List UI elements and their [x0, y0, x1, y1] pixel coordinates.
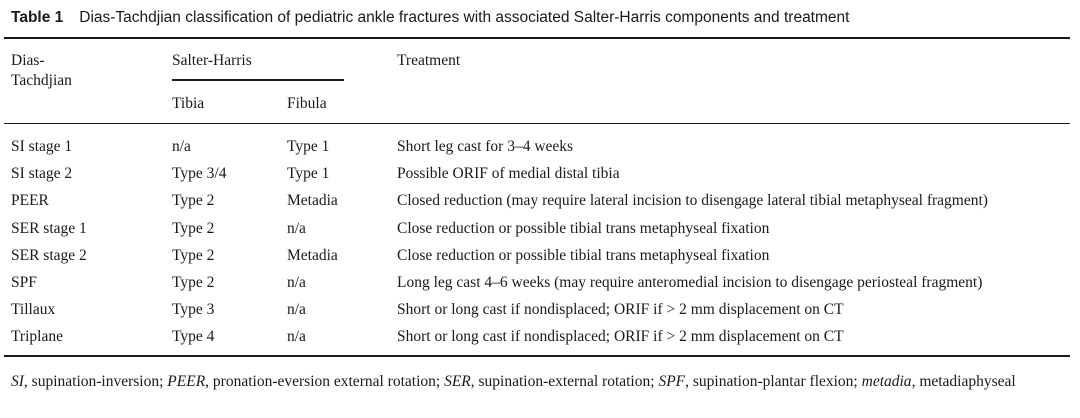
table-label: Table 1	[11, 9, 64, 26]
table-caption: Table 1 Dias-Tachdjian classification of …	[11, 9, 849, 27]
cell-treatment: Closed reduction (may require lateral in…	[397, 192, 988, 210]
footnote-definition: , supination-plantar flexion;	[685, 373, 862, 390]
cell-treatment: Close reduction or possible tibial trans…	[397, 219, 770, 237]
cell-tibia: Type 2	[172, 192, 215, 210]
cell-dias: SER stage 1	[11, 219, 87, 237]
cell-treatment: Short leg cast for 3–4 weeks	[397, 138, 574, 155]
salter-harris-underline	[172, 79, 344, 81]
footnote-definition: , supination-external rotation;	[470, 373, 659, 390]
cell-dias: PEER	[11, 192, 49, 210]
header-dias-line2: Tachdjian	[11, 72, 72, 89]
bottom-rule	[4, 355, 1070, 357]
cell-fibula: Type 1	[287, 165, 330, 183]
cell-fibula: Metadia	[287, 246, 338, 264]
header-fibula: Fibula	[287, 95, 327, 112]
header-rule	[4, 123, 1070, 124]
footnote-abbr: SER	[444, 373, 471, 390]
cell-tibia: Type 2	[172, 274, 215, 291]
cell-tibia: Type 4	[172, 328, 215, 346]
cell-dias: SPF	[11, 274, 37, 291]
table-footnote: SI, supination-inversion; PEER, pronatio…	[11, 372, 1071, 391]
header-dias-line1: Dias-	[11, 52, 45, 69]
footnote-definition: , metadiaphyseal	[911, 373, 1016, 390]
cell-fibula: n/a	[287, 328, 306, 346]
cell-treatment: Short or long cast if nondisplaced; ORIF…	[397, 301, 844, 319]
footnote-definition: , supination-inversion;	[23, 373, 168, 390]
cell-fibula: n/a	[287, 301, 306, 319]
cell-tibia: Type 2	[172, 246, 215, 264]
cell-tibia: Type 3	[172, 301, 215, 319]
top-rule	[4, 37, 1070, 39]
cell-tibia: Type 3/4	[172, 165, 227, 183]
header-tibia: Tibia	[172, 95, 205, 112]
cell-treatment: Possible ORIF of medial distal tibia	[397, 165, 620, 183]
header-treatment: Treatment	[397, 52, 461, 69]
footnote-abbr: SPF	[658, 373, 686, 390]
footnote-abbr: SI	[11, 373, 24, 390]
footnote-abbr: PEER	[167, 373, 206, 390]
cell-dias: SI stage 1	[11, 138, 73, 155]
cell-fibula: Type 1	[287, 138, 330, 155]
cell-treatment: Close reduction or possible tibial trans…	[397, 246, 770, 264]
cell-dias: SER stage 2	[11, 246, 87, 264]
cell-treatment: Long leg cast 4–6 weeks (may require ant…	[397, 274, 983, 291]
table-title: Dias-Tachdjian classification of pediatr…	[79, 9, 850, 26]
footnote-definition: , pronation-eversion external rotation;	[205, 373, 445, 390]
cell-fibula: n/a	[287, 274, 306, 291]
cell-tibia: n/a	[172, 138, 191, 155]
cell-dias: Tillaux	[11, 301, 56, 319]
cell-fibula: n/a	[287, 219, 306, 237]
cell-dias: SI stage 2	[11, 165, 73, 183]
header-salter-harris: Salter-Harris	[172, 52, 252, 69]
footnote-abbr: metadia	[861, 373, 912, 390]
cell-tibia: Type 2	[172, 219, 215, 237]
cell-treatment: Short or long cast if nondisplaced; ORIF…	[397, 328, 844, 346]
cell-fibula: Metadia	[287, 192, 338, 210]
cell-dias: Triplane	[11, 328, 63, 346]
